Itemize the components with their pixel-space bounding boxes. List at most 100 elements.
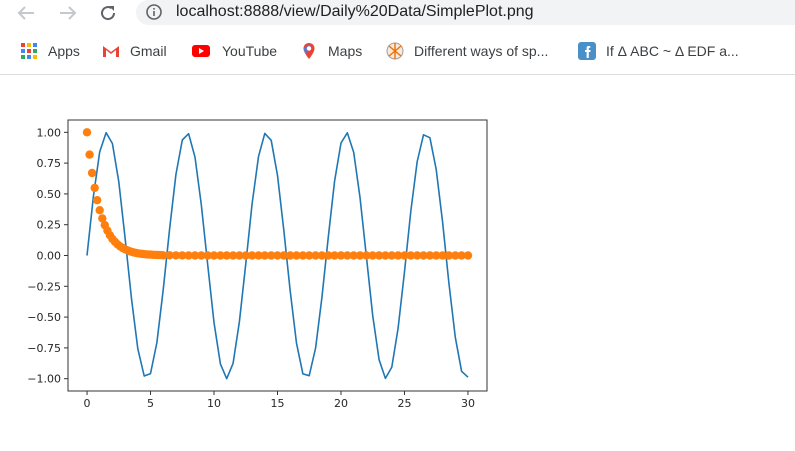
- exp-series-point: [260, 251, 269, 260]
- exp-series-point: [178, 251, 187, 260]
- exp-series-point: [451, 251, 460, 260]
- bookmark-label: Different ways of sp...: [414, 43, 549, 59]
- bookmark-gmail[interactable]: Gmail: [102, 40, 167, 62]
- exp-series-point: [222, 251, 231, 260]
- exp-series-point: [381, 251, 390, 260]
- exp-series-point: [247, 251, 257, 260]
- exp-series-point: [336, 251, 346, 260]
- bookmark-maps[interactable]: Maps: [300, 40, 362, 62]
- exp-series-point: [444, 251, 454, 260]
- exp-series-point: [311, 251, 320, 260]
- bookmark-label: YouTube: [222, 43, 278, 59]
- exp-series-point: [349, 251, 358, 260]
- exp-series-point: [438, 251, 447, 260]
- bookmark-if-abc[interactable]: If Δ ABC ~ Δ EDF a...: [578, 40, 739, 62]
- apps-grid-icon: [21, 43, 37, 59]
- exp-series-point: [93, 196, 102, 205]
- youtube-logo-icon: [192, 45, 210, 57]
- exp-series-point: [393, 251, 403, 260]
- exp-series-point: [368, 251, 377, 260]
- forward-button[interactable]: [56, 2, 80, 24]
- x-tick-label: 30: [461, 397, 475, 410]
- reload-button[interactable]: [96, 2, 120, 24]
- browser-toolbar: localhost:8888/view/Daily%20Data/SimpleP…: [0, 0, 795, 30]
- x-tick-label: 20: [334, 397, 348, 410]
- exp-series-point: [235, 251, 244, 260]
- exp-series-point: [292, 251, 301, 260]
- exp-series-point: [400, 251, 409, 260]
- exp-series-point: [267, 251, 276, 260]
- exp-series-point: [241, 251, 250, 260]
- exp-series-point: [87, 168, 97, 178]
- y-tick-label: 0.50: [37, 188, 62, 201]
- simple-plot-image: 0 5 10 15 20 25 30 1.00 0.75 0.50 0.25 0.00 −0.25 −0.…: [27, 119, 488, 410]
- exp-series-point: [298, 251, 308, 260]
- exp-series-point: [355, 251, 365, 260]
- exp-series-point: [159, 251, 168, 260]
- info-circle-icon[interactable]: [146, 4, 162, 20]
- exp-series-point: [228, 251, 238, 260]
- exp-series-point: [209, 251, 219, 260]
- exp-series-point: [98, 214, 107, 223]
- exp-series-point: [432, 251, 441, 260]
- exp-series-point: [203, 251, 212, 260]
- sine-series-line: [86, 131, 469, 380]
- exp-series-point: [254, 251, 263, 260]
- exp-series-point: [413, 251, 422, 260]
- exp-series-point: [279, 251, 288, 260]
- x-tick-label: 25: [397, 397, 411, 410]
- compass-globe-icon: [386, 42, 404, 60]
- y-tick-label: −0.25: [27, 280, 61, 293]
- exp-series-point: [95, 206, 104, 215]
- exp-series-point: [457, 251, 466, 260]
- facebook-logo-icon: [578, 42, 596, 60]
- exp-series-point: [343, 251, 352, 260]
- x-tick-label: 5: [147, 397, 154, 410]
- bookmark-label: Gmail: [130, 43, 167, 59]
- exp-series-point: [90, 183, 99, 193]
- exp-series-point: [171, 251, 181, 260]
- exp-series-point: [406, 251, 415, 260]
- exp-series-point: [362, 251, 371, 260]
- exp-series-point: [330, 251, 339, 260]
- exp-series-point: [324, 251, 333, 260]
- address-bar[interactable]: localhost:8888/view/Daily%20Data/SimpleP…: [136, 0, 795, 25]
- y-tick-label: 0.75: [37, 157, 62, 170]
- bookmark-label: Maps: [328, 43, 363, 59]
- toolbar-divider: [0, 74, 795, 75]
- exp-series-point: [425, 251, 435, 260]
- exp-series-point: [387, 251, 396, 260]
- reload-icon: [101, 6, 116, 21]
- arrow-left-icon: [17, 6, 34, 20]
- bookmarks-bar: Apps Gmail YouTube Maps Different ways o…: [0, 36, 795, 66]
- x-tick-label: 15: [271, 397, 285, 410]
- arrow-right-icon: [60, 6, 77, 20]
- exp-series-point: [165, 251, 174, 260]
- back-button[interactable]: [14, 2, 38, 24]
- exp-series-point: [184, 251, 193, 260]
- image-viewer: 0 5 10 15 20 25 30 1.00 0.75 0.50 0.25 0.00 −0.25 −0.…: [0, 75, 795, 451]
- exp-series-point: [216, 251, 225, 260]
- url-text[interactable]: localhost:8888/view/Daily%20Data/SimpleP…: [176, 3, 534, 20]
- bookmark-youtube[interactable]: YouTube: [190, 40, 277, 62]
- exp-series-point: [190, 251, 200, 260]
- y-tick-label: 1.00: [37, 126, 62, 139]
- y-tick-label: −0.75: [27, 342, 61, 355]
- y-tick-label: −1.00: [27, 373, 61, 386]
- bookmark-label: If Δ ABC ~ Δ EDF a...: [606, 43, 739, 59]
- y-tick-label: −0.50: [27, 311, 61, 324]
- bookmark-label: Apps: [48, 43, 80, 59]
- exp-series-point: [82, 128, 92, 137]
- exp-series-point: [305, 251, 314, 260]
- exp-series-point: [273, 251, 282, 260]
- y-tick-label: 0.25: [37, 219, 62, 232]
- exp-series-point: [286, 251, 295, 260]
- exp-series-point: [374, 251, 384, 260]
- exp-series-point: [463, 251, 473, 260]
- x-tick-label: 10: [207, 397, 221, 410]
- x-tick-label: 0: [84, 397, 91, 410]
- bookmark-apps[interactable]: Apps: [20, 40, 80, 62]
- exp-series-point: [85, 150, 94, 159]
- bookmark-different-ways[interactable]: Different ways of sp...: [386, 40, 548, 62]
- gmail-logo-icon: [103, 46, 119, 57]
